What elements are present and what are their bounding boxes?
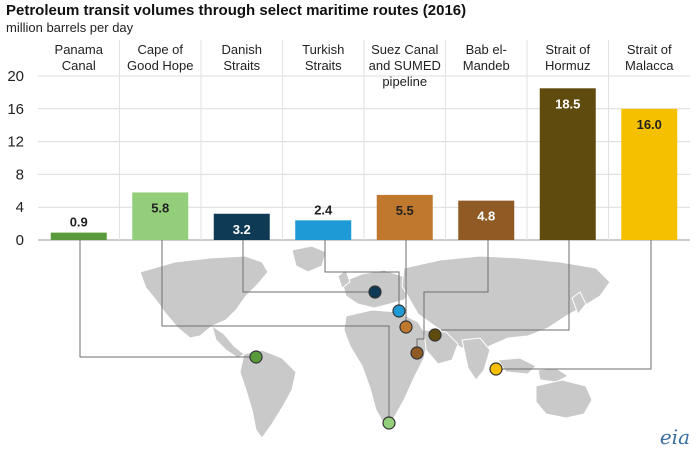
- category-label: Mandeb: [463, 58, 510, 73]
- route-marker-6: [428, 328, 442, 342]
- bar-0: [50, 232, 107, 240]
- map-landmass-11: [535, 379, 593, 419]
- y-tick-label: 20: [7, 68, 24, 85]
- data-label: 16.0: [637, 117, 662, 132]
- data-label: 0.9: [70, 215, 88, 230]
- category-label: Strait of: [627, 42, 672, 57]
- map-landmass-5: [343, 309, 429, 425]
- map-landmass-2: [211, 324, 245, 359]
- route-connectors: [79, 240, 652, 418]
- bar-6: [539, 88, 596, 240]
- connector-line-7: [502, 240, 652, 370]
- y-tick-label: 16: [7, 101, 24, 118]
- y-tick-label: 4: [16, 199, 24, 216]
- category-label: Suez Canal: [371, 42, 438, 57]
- map-landmass-10: [537, 367, 569, 383]
- world-map: [139, 245, 611, 439]
- category-label: Turkish: [302, 42, 344, 57]
- category-label: Canal: [62, 58, 96, 73]
- map-landmass-3: [239, 349, 297, 439]
- category-label: Danish: [222, 42, 262, 57]
- connector-line-0: [79, 240, 250, 358]
- bar-7: [621, 108, 678, 240]
- y-tick-label: 8: [16, 166, 24, 183]
- route-marker-7: [489, 362, 503, 376]
- data-label: 5.8: [151, 200, 169, 215]
- bar-1: [132, 192, 189, 240]
- route-markers: [249, 285, 503, 430]
- connector-line-5: [416, 240, 489, 347]
- category-label: and SUMED: [369, 58, 441, 73]
- route-marker-3: [392, 304, 406, 318]
- chart-title: Petroleum transit volumes through select…: [6, 2, 467, 19]
- category-label: Bab el-: [466, 42, 507, 57]
- data-label: 3.2: [233, 222, 251, 237]
- bar-3: [295, 220, 352, 240]
- map-landmass-12: [571, 291, 587, 315]
- route-marker-4: [399, 320, 413, 334]
- route-marker-1: [382, 416, 396, 430]
- category-label: Strait of: [545, 42, 590, 57]
- connector-line-3: [324, 240, 400, 305]
- data-label: 2.4: [314, 202, 333, 217]
- category-label: Panama: [55, 42, 104, 57]
- map-landmass-9: [497, 357, 537, 375]
- route-marker-2: [368, 285, 382, 299]
- route-marker-5: [410, 346, 424, 360]
- connector-line-6: [441, 240, 570, 331]
- connector-line-1: [161, 240, 390, 418]
- map-landmass-1: [291, 245, 327, 273]
- category-label: Straits: [305, 58, 342, 73]
- category-label: Cape of: [137, 42, 183, 57]
- connector-line-2: [242, 240, 369, 293]
- bars: [50, 88, 678, 240]
- bar-2: [213, 213, 270, 240]
- route-marker-0: [249, 350, 263, 364]
- map-landmass-0: [139, 255, 269, 339]
- y-tick-label: 12: [7, 134, 24, 151]
- data-label: 5.5: [396, 203, 414, 218]
- category-label: Straits: [223, 58, 260, 73]
- category-label: Good Hope: [127, 58, 194, 73]
- chart-subtitle: million barrels per day: [6, 20, 134, 35]
- eia-logo: eia: [659, 425, 690, 449]
- y-tick-label: 0: [16, 232, 24, 249]
- bar-4: [376, 194, 433, 240]
- category-label: Malacca: [625, 58, 674, 73]
- bar-5: [458, 200, 515, 240]
- data-label: 4.8: [477, 209, 495, 224]
- map-landmass-8: [461, 337, 491, 381]
- category-label: Hormuz: [545, 58, 591, 73]
- category-label: pipeline: [382, 74, 427, 89]
- data-label: 18.5: [555, 96, 580, 111]
